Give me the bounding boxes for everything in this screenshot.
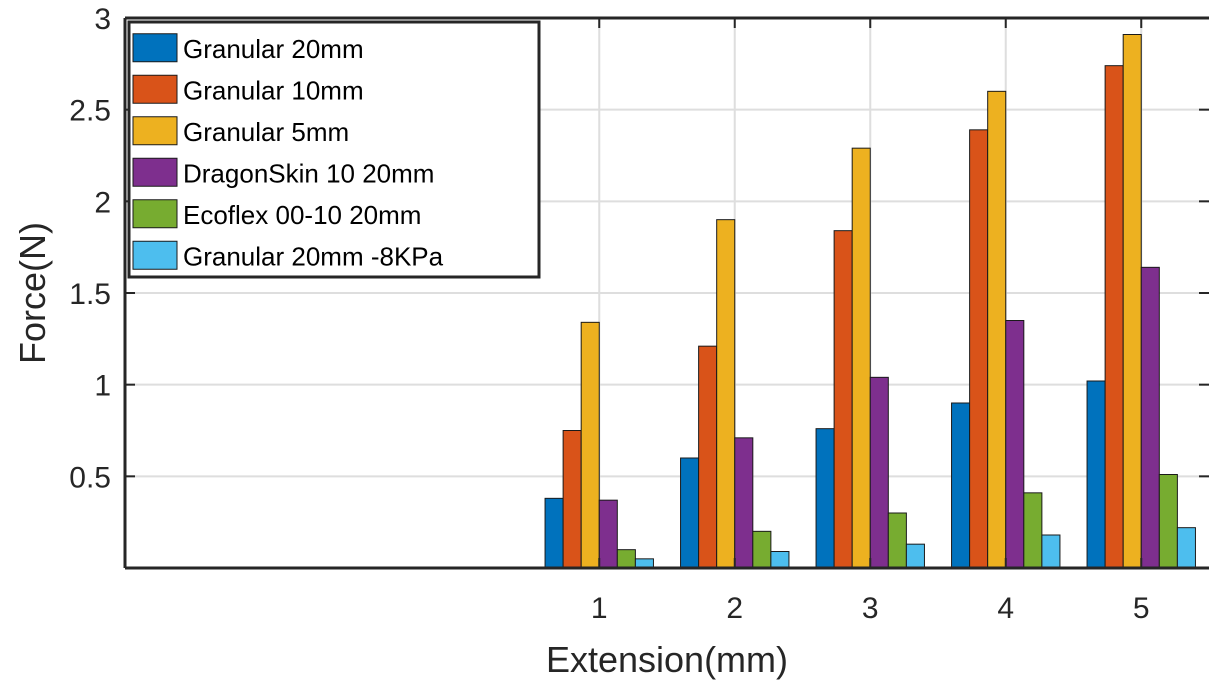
x-tick-label: 5 xyxy=(1133,592,1150,625)
bar xyxy=(770,551,790,569)
bar xyxy=(951,402,971,569)
bar xyxy=(598,499,618,569)
legend-swatch xyxy=(132,74,178,104)
tick-group: 0.5 1 1.5 2 2.5 3 1 2 3 4 5 xyxy=(69,3,1209,625)
bar xyxy=(698,345,718,569)
legend-label: Granular 5mm xyxy=(183,117,349,147)
legend-label: Granular 20mm -8KPa xyxy=(183,241,444,271)
x-tick-label: 1 xyxy=(591,592,608,625)
bar xyxy=(887,512,907,569)
bar xyxy=(1023,492,1043,569)
bar xyxy=(815,428,835,569)
y-tick-label: 2.5 xyxy=(69,95,111,128)
bar xyxy=(969,129,989,569)
legend-swatch xyxy=(132,240,178,270)
bar xyxy=(1041,534,1061,569)
bar xyxy=(680,457,700,569)
legend-label: Granular 20mm xyxy=(183,34,364,64)
y-tick-label: 1.5 xyxy=(69,278,111,311)
legend-label: Ecoflex 00-10 20mm xyxy=(183,200,421,230)
y-tick-label: 2 xyxy=(94,186,111,219)
bar xyxy=(562,430,582,569)
x-axis-title: Extension(mm) xyxy=(546,639,788,680)
bar xyxy=(987,90,1007,569)
legend: Granular 20mm Granular 10mm Granular 5mm Dr… xyxy=(127,20,541,279)
bar xyxy=(833,230,853,569)
bar xyxy=(905,543,925,569)
y-tick-label: 1 xyxy=(94,370,111,403)
bar xyxy=(752,530,772,569)
legend-swatch xyxy=(132,116,178,146)
bar xyxy=(616,549,636,569)
bar xyxy=(1158,474,1178,569)
bar xyxy=(1086,380,1106,569)
legend-swatch xyxy=(132,199,178,229)
legend-box xyxy=(127,20,541,279)
y-tick-label: 0.5 xyxy=(69,461,111,494)
x-tick-label: 4 xyxy=(997,592,1014,625)
bar xyxy=(1122,34,1142,569)
bar xyxy=(734,437,754,569)
bar xyxy=(1104,65,1124,569)
legend-swatch xyxy=(132,157,178,187)
x-tick-label: 3 xyxy=(862,592,879,625)
bar xyxy=(869,376,889,569)
bar xyxy=(580,321,600,569)
legend-label: DragonSkin 10 20mm xyxy=(183,158,434,188)
legend-label: Granular 10mm xyxy=(183,75,364,105)
y-axis-title: Force(N) xyxy=(12,222,53,364)
bar xyxy=(1005,320,1025,569)
legend-swatch xyxy=(132,33,178,63)
bar xyxy=(1140,266,1160,569)
x-tick-label: 2 xyxy=(726,592,743,625)
bar xyxy=(851,147,871,569)
bar xyxy=(1176,527,1196,569)
bar xyxy=(544,497,564,569)
bar xyxy=(716,219,736,569)
y-tick-label: 3 xyxy=(94,3,111,36)
